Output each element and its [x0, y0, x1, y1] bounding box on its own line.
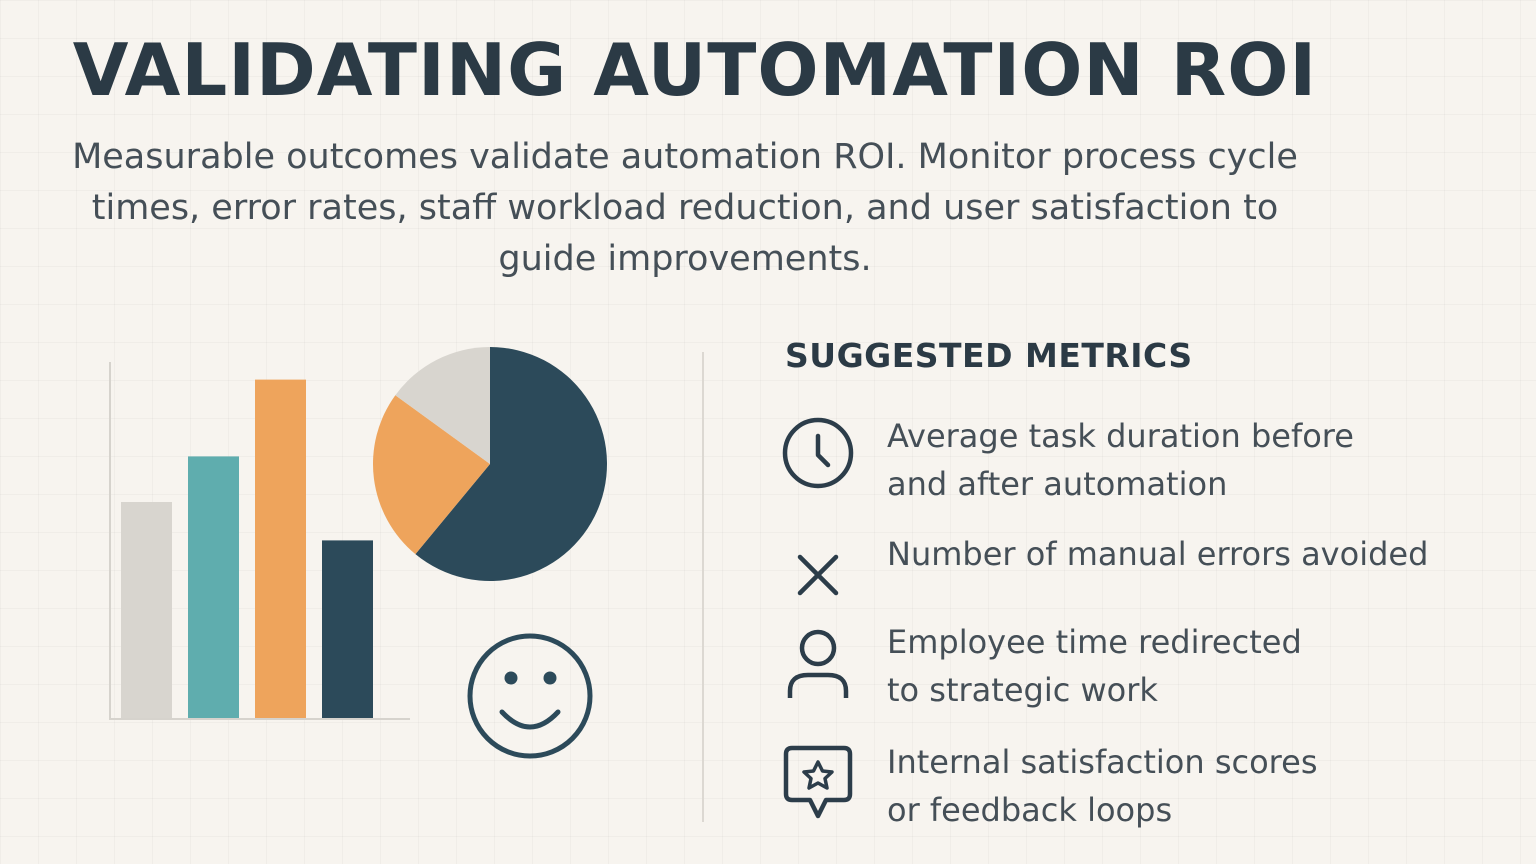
bar-2: [188, 456, 239, 718]
pie-slice-1: [415, 347, 608, 581]
section-divider: [702, 352, 704, 822]
bar-1: [121, 502, 172, 718]
pie-slice-2: [373, 395, 490, 555]
bar-4: [322, 540, 373, 718]
star-badge-icon: [783, 745, 853, 819]
page-subtitle: Measurable outcomes validate automation …: [72, 137, 1298, 279]
metric-text: Average task duration before and after a…: [887, 417, 1354, 503]
page-title: VALIDATING AUTOMATION ROI: [72, 28, 1318, 112]
x-icon: [797, 554, 839, 596]
metric-text: Employee time redirected to strategic wo…: [887, 623, 1302, 709]
person-icon: [787, 629, 849, 698]
analytics-illustration: [109, 347, 608, 759]
metric-text: Number of manual errors avoided: [887, 535, 1429, 573]
metrics-heading: SUGGESTED METRICS: [785, 336, 1193, 375]
pie-chart: [373, 347, 608, 581]
clock-icon: [782, 417, 854, 489]
metric-text: Internal satisfaction scores or feedback…: [887, 743, 1318, 829]
bar-chart: [121, 379, 373, 718]
smiley-face-icon: [467, 633, 593, 759]
bar-3: [255, 379, 306, 718]
pie-slice-3: [395, 347, 490, 464]
